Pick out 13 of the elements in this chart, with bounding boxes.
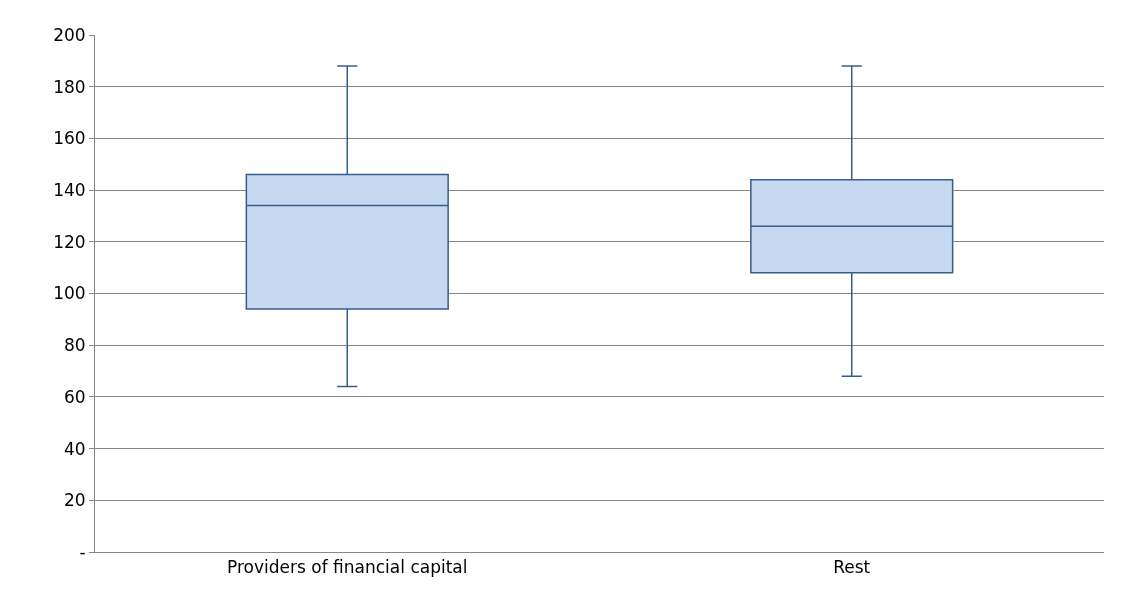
- x-tick-label: Providers of financial capital: [227, 557, 468, 578]
- y-tick-label: 140: [53, 180, 86, 201]
- y-tick-label: 20: [63, 490, 86, 511]
- y-tick-label: -: [79, 541, 86, 562]
- y-tick-label: 160: [53, 128, 86, 149]
- y-tick-label: 200: [53, 24, 86, 45]
- y-tick-label: 60: [63, 386, 86, 407]
- y-tick-label: 40: [63, 438, 86, 459]
- y-tick-label: 120: [53, 231, 86, 252]
- y-tick-label: 100: [53, 283, 86, 304]
- y-tick-label: 180: [53, 76, 86, 97]
- y-tick-label: 80: [63, 335, 86, 356]
- x-tick-label: Rest: [833, 557, 871, 578]
